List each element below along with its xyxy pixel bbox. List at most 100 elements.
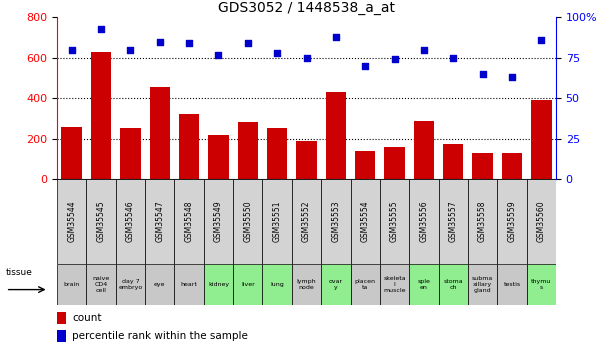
Text: tissue: tissue (6, 268, 32, 277)
Bar (233, 179, 263, 264)
Text: GSM35551: GSM35551 (273, 201, 282, 243)
Text: brain: brain (64, 282, 80, 287)
Bar (267, 128, 287, 179)
Bar (355, 151, 376, 179)
Bar (439, 264, 468, 305)
Bar (208, 135, 229, 179)
Text: GSM35559: GSM35559 (507, 201, 516, 243)
Text: subma
xillary
gland: subma xillary gland (472, 276, 493, 293)
Text: eye: eye (154, 282, 165, 287)
Text: GSM35558: GSM35558 (478, 201, 487, 243)
Text: GSM35555: GSM35555 (390, 201, 399, 243)
Bar (413, 121, 434, 179)
Text: kidney: kidney (208, 282, 229, 287)
Bar (204, 179, 233, 264)
Point (155, 39, 165, 44)
Bar (292, 179, 321, 264)
Text: liver: liver (241, 282, 255, 287)
Text: GSM35552: GSM35552 (302, 201, 311, 243)
Bar (150, 87, 170, 179)
Text: lung: lung (270, 282, 284, 287)
Text: percentile rank within the sample: percentile rank within the sample (72, 331, 248, 341)
Bar (116, 264, 145, 305)
Text: GSM35553: GSM35553 (331, 201, 340, 243)
Text: skeleta
l
muscle: skeleta l muscle (383, 276, 406, 293)
Bar (57, 179, 87, 264)
Bar (497, 264, 526, 305)
Text: count: count (72, 313, 102, 323)
Bar (531, 100, 552, 179)
Bar (237, 122, 258, 179)
Bar (91, 52, 111, 179)
Text: GSM35549: GSM35549 (214, 201, 223, 243)
Point (243, 40, 252, 46)
Bar (57, 330, 66, 342)
Bar (321, 264, 350, 305)
Point (126, 47, 135, 52)
Text: stoma
ch: stoma ch (444, 279, 463, 290)
Bar (497, 179, 526, 264)
Text: GSM35560: GSM35560 (537, 201, 546, 243)
Bar (384, 147, 405, 179)
Bar (468, 264, 497, 305)
Text: GSM35556: GSM35556 (419, 201, 429, 243)
Bar (350, 264, 380, 305)
Text: GSM35545: GSM35545 (97, 201, 106, 243)
Bar (263, 264, 292, 305)
Bar (145, 179, 174, 264)
Bar (179, 114, 200, 179)
Point (272, 50, 282, 56)
Bar (61, 127, 82, 179)
Text: lymph
node: lymph node (297, 279, 316, 290)
Point (419, 47, 429, 52)
Text: GSM35548: GSM35548 (185, 201, 194, 243)
Bar (468, 179, 497, 264)
Text: heart: heart (181, 282, 198, 287)
Bar (443, 144, 463, 179)
Point (448, 55, 458, 61)
Bar (87, 179, 116, 264)
Point (478, 71, 487, 77)
Bar (439, 179, 468, 264)
Bar (174, 264, 204, 305)
Point (361, 63, 370, 69)
Bar (380, 179, 409, 264)
Bar (120, 128, 141, 179)
Bar (292, 264, 321, 305)
Text: thymu
s: thymu s (531, 279, 552, 290)
Text: day 7
embryо: day 7 embryо (118, 279, 142, 290)
Point (331, 34, 341, 39)
Title: GDS3052 / 1448538_a_at: GDS3052 / 1448538_a_at (218, 1, 395, 15)
Text: GSM35547: GSM35547 (155, 201, 164, 243)
Point (507, 75, 517, 80)
Bar (116, 179, 145, 264)
Bar (204, 264, 233, 305)
Point (537, 37, 546, 43)
Bar (145, 264, 174, 305)
Point (67, 47, 76, 52)
Bar (321, 179, 350, 264)
Bar (526, 264, 556, 305)
Text: GSM35544: GSM35544 (67, 201, 76, 243)
Bar (472, 153, 493, 179)
Text: sple
en: sple en (418, 279, 430, 290)
Text: testis: testis (504, 282, 520, 287)
Text: GSM35550: GSM35550 (243, 201, 252, 243)
Text: ovar
y: ovar y (329, 279, 343, 290)
Bar (57, 264, 87, 305)
Point (185, 40, 194, 46)
Text: GSM35557: GSM35557 (449, 201, 458, 243)
Point (302, 55, 311, 61)
Point (389, 57, 399, 62)
Text: naive
CD4
cell: naive CD4 cell (93, 276, 110, 293)
Bar (87, 264, 116, 305)
Bar (350, 179, 380, 264)
Bar (409, 264, 439, 305)
Point (214, 52, 224, 57)
Bar (526, 179, 556, 264)
Bar (57, 312, 66, 324)
Bar (296, 141, 317, 179)
Text: GSM35554: GSM35554 (361, 201, 370, 243)
Bar (326, 92, 346, 179)
Bar (380, 264, 409, 305)
